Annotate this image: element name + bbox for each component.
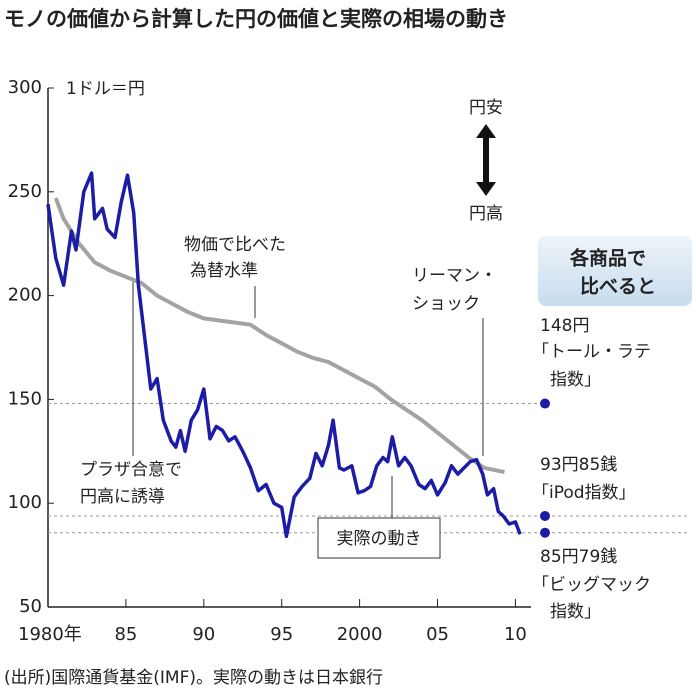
arrow-label: 円安 xyxy=(469,98,503,118)
series-label: 為替水準 xyxy=(190,261,258,281)
comparison-box xyxy=(538,236,692,306)
source: (出所)国際通貨基金(IMF)。実際の動きは日本銀行 xyxy=(4,668,383,688)
label-box xyxy=(317,517,441,559)
reference-dot xyxy=(540,527,550,538)
annotation: 円高に誘導 xyxy=(80,487,165,507)
annotation: プラザ合意で xyxy=(80,460,182,480)
label-bg xyxy=(78,456,218,510)
x-tick-label: 2000 xyxy=(337,624,383,645)
series-label: 物価で比べた xyxy=(184,235,286,255)
reference-value: 85円79銭 xyxy=(540,547,617,567)
x-tick-label: 85 xyxy=(114,624,137,645)
reference-value: 93円85銭 xyxy=(540,455,617,475)
reference-name: 「ビッグマック xyxy=(532,575,651,595)
arrow xyxy=(476,124,496,196)
series-label: 実際の動き xyxy=(337,529,422,549)
y-unit: 1ドル＝円 xyxy=(66,79,145,99)
x-tick-label: 10 xyxy=(504,624,527,645)
comparison-title: 比べると xyxy=(580,276,656,298)
reference-name: 指数」 xyxy=(550,602,601,622)
chart-title: モノの価値から計算した円の価値と実際の相場の動き xyxy=(4,7,508,31)
y-tick-label: 200 xyxy=(8,285,42,306)
x-tick-label: 95 xyxy=(270,624,293,645)
arrow-label: 円高 xyxy=(469,204,503,224)
reference-value: 148円 xyxy=(540,316,589,336)
y-tick-label: 250 xyxy=(8,181,42,202)
x-tick-label: 1980年 xyxy=(18,624,82,645)
y-tick-label: 100 xyxy=(8,492,42,513)
reference-dot xyxy=(540,398,550,409)
annotation: ショック xyxy=(412,294,480,314)
x-tick-label: 90 xyxy=(192,624,215,645)
y-tick-label: 150 xyxy=(8,388,42,409)
annotation: リーマン・ xyxy=(412,266,497,286)
series-line xyxy=(46,171,522,539)
y-tick-label: 300 xyxy=(8,77,42,98)
reference-name: 「トール・ラテ xyxy=(532,342,651,362)
reference-dot xyxy=(540,510,550,521)
comparison-title: 各商品で xyxy=(569,247,646,270)
series-line xyxy=(53,197,505,475)
label-bg xyxy=(180,230,318,286)
reference-name: 「iPod指数」 xyxy=(532,483,636,503)
y-tick-label: 50 xyxy=(19,596,42,617)
reference-name: 指数」 xyxy=(550,370,601,390)
x-tick-label: 05 xyxy=(426,624,449,645)
